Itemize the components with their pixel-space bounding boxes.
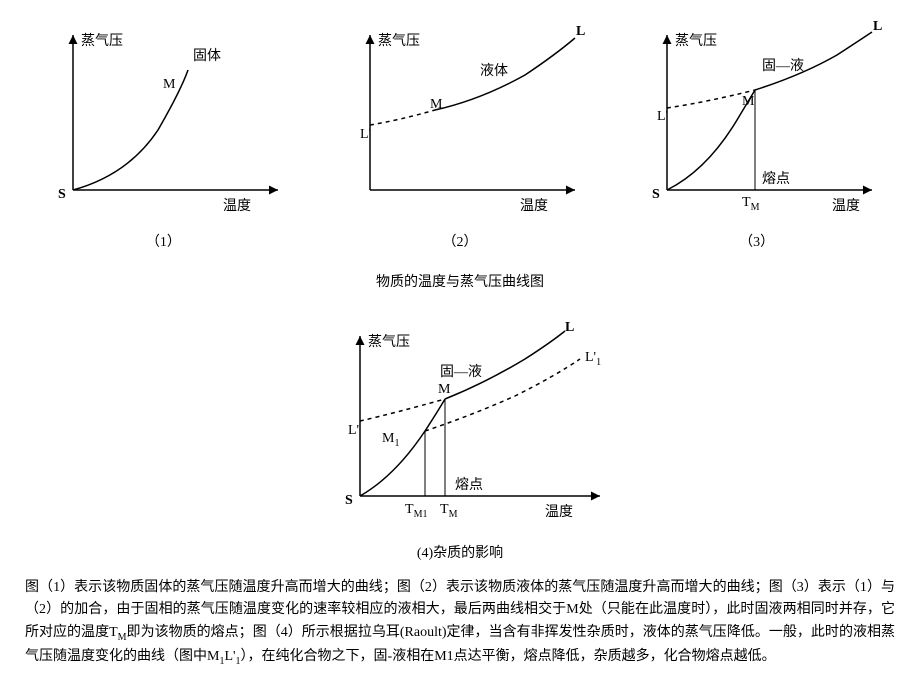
chart-1: 蒸气压 温度 S 固体 M （1） bbox=[33, 20, 293, 251]
chart1-M: M bbox=[163, 77, 176, 92]
chart2-xlabel: 温度 bbox=[520, 198, 548, 214]
chart-2: 蒸气压 温度 液体 L' M L （2） bbox=[330, 20, 590, 251]
chart1-S: S bbox=[58, 187, 66, 202]
chart1-num: （1） bbox=[33, 231, 293, 251]
chart4-xlabel: 温度 bbox=[545, 504, 573, 520]
chart3-xlabel: 温度 bbox=[832, 198, 860, 214]
chart3-inlabel: 固—液 bbox=[762, 58, 804, 74]
chart2-Lp: L' bbox=[360, 127, 371, 142]
chart-4-wrap: 蒸气压 温度 S 固—液 L' M M1 L L'1 熔点 TM TM1 (4)… bbox=[20, 321, 900, 562]
top-charts-row: 蒸气压 温度 S 固体 M （1） 蒸气压 温度 液体 L' M L bbox=[20, 20, 900, 251]
chart-1-svg: 蒸气压 温度 S 固体 M bbox=[33, 20, 293, 220]
chart4-dashed-top bbox=[360, 399, 445, 421]
chart4-M1: M1 bbox=[382, 431, 399, 449]
chart-2-svg: 蒸气压 温度 液体 L' M L bbox=[330, 20, 590, 220]
chart1-inlabel: 固体 bbox=[193, 48, 221, 64]
chart4-M: M bbox=[438, 382, 451, 397]
chart4-S: S bbox=[345, 493, 353, 508]
chart3-S: S bbox=[652, 187, 660, 202]
chart3-ylabel: 蒸气压 bbox=[675, 33, 717, 49]
chart2-num: （2） bbox=[330, 231, 590, 251]
chart3-Tm: TM bbox=[742, 195, 760, 213]
chart2-inlabel: 液体 bbox=[480, 63, 508, 79]
chart3-M: M bbox=[742, 94, 755, 109]
chart1-ylabel: 蒸气压 bbox=[81, 33, 123, 49]
chart3-L: L bbox=[873, 20, 882, 34]
chart2-L: L bbox=[576, 24, 585, 39]
chart4-Tm: TM bbox=[440, 502, 458, 520]
chart4-melting: 熔点 bbox=[455, 477, 483, 493]
chart4-Lp: L' bbox=[348, 423, 359, 438]
chart4-num: (4)杂质的影响 bbox=[20, 542, 900, 562]
chart4-Tm1: TM1 bbox=[405, 502, 427, 520]
chart-4-svg: 蒸气压 温度 S 固—液 L' M M1 L L'1 熔点 TM TM1 bbox=[300, 321, 620, 531]
chart-3: 蒸气压 温度 S 固—液 L' M L 熔点 TM （3） bbox=[627, 20, 887, 251]
chart2-dashed-curve bbox=[370, 110, 435, 125]
chart4-L: L bbox=[565, 321, 574, 335]
chart2-M: M bbox=[430, 97, 443, 112]
chart4-Lp1: L'1 bbox=[585, 350, 601, 368]
chart3-num: （3） bbox=[627, 231, 887, 251]
chart1-xlabel: 温度 bbox=[223, 198, 251, 214]
chart3-Lp: L' bbox=[657, 109, 668, 124]
description-text: 图（1）表示该物质固体的蒸气压随温度升高而增大的曲线；图（2）表示该物质液体的蒸… bbox=[20, 577, 900, 669]
chart4-inlabel: 固—液 bbox=[440, 364, 482, 380]
chart-3-svg: 蒸气压 温度 S 固—液 L' M L 熔点 TM bbox=[627, 20, 887, 220]
main-caption: 物质的温度与蒸气压曲线图 bbox=[20, 271, 900, 291]
chart4-solid-s bbox=[360, 399, 445, 496]
chart3-melting: 熔点 bbox=[762, 171, 790, 187]
chart4-ylabel: 蒸气压 bbox=[368, 334, 410, 350]
chart2-ylabel: 蒸气压 bbox=[378, 33, 420, 49]
